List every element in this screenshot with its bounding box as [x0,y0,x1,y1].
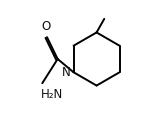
Text: H₂N: H₂N [41,88,63,101]
Text: O: O [41,20,50,33]
Text: N: N [62,66,71,79]
